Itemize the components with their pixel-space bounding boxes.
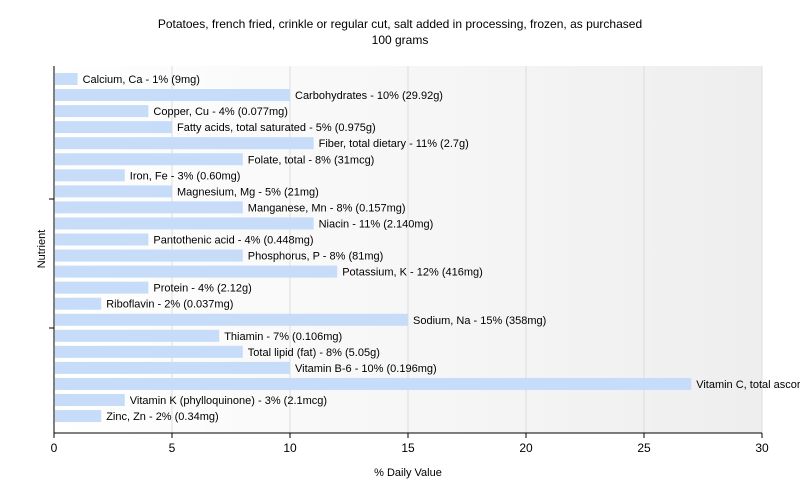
bar: [55, 137, 314, 150]
bar: [55, 73, 78, 85]
bar: [55, 361, 290, 374]
bar: [55, 185, 172, 198]
x-tick-label: 5: [169, 441, 176, 455]
chart-title: Potatoes, french fried, crinkle or regul…: [157, 17, 643, 31]
bar: [55, 249, 243, 262]
bar: [55, 201, 243, 214]
bar-label: Calcium, Ca - 1% (9mg): [83, 74, 200, 86]
bar: [55, 329, 220, 342]
bar-label: Carbohydrates - 10% (29.92g): [295, 90, 443, 102]
bar: [55, 394, 125, 406]
bar-label: Zinc, Zn - 2% (0.34mg): [106, 411, 218, 423]
bar-label: Copper, Cu - 4% (0.077mg): [153, 106, 288, 118]
bar-label: Fatty acids, total saturated - 5% (0.975…: [177, 122, 376, 134]
bar: [55, 265, 338, 278]
bar: [55, 121, 172, 134]
bar-label: Vitamin K (phylloquinone) - 3% (2.1mcg): [130, 395, 327, 407]
bar-label: Folate, total - 8% (31mcg): [248, 154, 375, 166]
x-tick-label: 10: [283, 441, 297, 455]
bar: [55, 233, 149, 246]
x-tick-label: 25: [637, 441, 651, 455]
bar-label: Niacin - 11% (2.140mg): [319, 218, 434, 230]
bar: [55, 169, 125, 182]
x-tick-label: 20: [519, 441, 533, 455]
bar-label: Vitamin B-6 - 10% (0.196mg): [295, 363, 437, 375]
x-axis-title: % Daily Value: [374, 467, 442, 479]
bar: [55, 89, 290, 102]
bar-label: Thiamin - 7% (0.106mg): [224, 331, 342, 343]
bar-label: Total lipid (fat) - 8% (5.05g): [248, 347, 380, 359]
bar-label: Magnesium, Mg - 5% (21mg): [177, 186, 319, 198]
bar-label: Protein - 4% (2.12g): [153, 283, 251, 295]
x-tick-label: 15: [401, 441, 415, 455]
bar: [55, 345, 243, 358]
bar-label: Vitamin C, total ascorbic acid - 27% (16…: [696, 379, 800, 391]
bar: [55, 217, 314, 230]
bar-label: Riboflavin - 2% (0.037mg): [106, 299, 233, 311]
x-tick-label: 30: [755, 441, 769, 455]
bar: [55, 313, 408, 326]
x-tick-label: 0: [51, 441, 58, 455]
bar: [55, 297, 102, 310]
bar: [55, 153, 243, 166]
bar: [55, 377, 692, 390]
bar-label: Manganese, Mn - 8% (0.157mg): [248, 202, 406, 214]
bar-label: Iron, Fe - 3% (0.60mg): [130, 170, 241, 182]
bar: [55, 105, 149, 118]
y-axis-title: Nutrient: [36, 230, 48, 269]
bar-label: Phosphorus, P - 8% (81mg): [248, 251, 384, 263]
bar: [55, 410, 102, 423]
chart-subtitle: 100 grams: [371, 33, 429, 47]
bar-label: Potassium, K - 12% (416mg): [342, 267, 483, 279]
bar-label: Fiber, total dietary - 11% (2.7g): [319, 138, 469, 150]
bar-label: Pantothenic acid - 4% (0.448mg): [153, 235, 313, 247]
bar: [55, 281, 149, 294]
bar-label: Sodium, Na - 15% (358mg): [413, 315, 546, 327]
